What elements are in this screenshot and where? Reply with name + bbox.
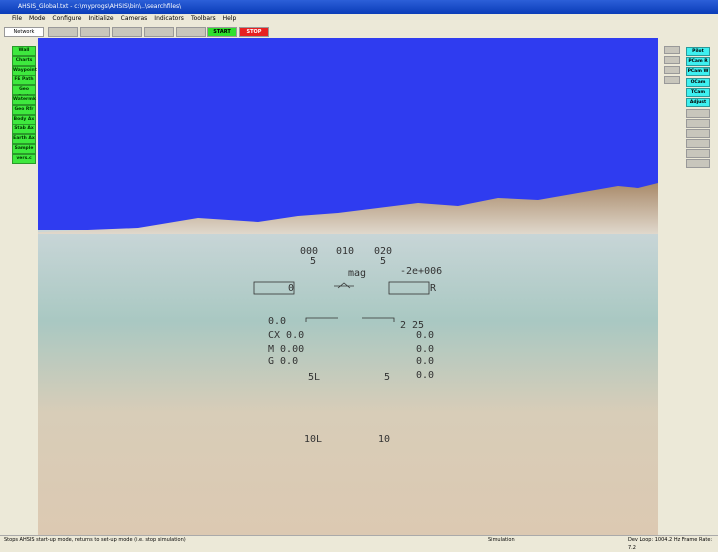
viewport: 000 010 020 5 5 mag -2e+006 0 R 0.0 CX 0…	[38, 38, 658, 535]
heading: 000	[300, 246, 318, 257]
right-blank-button[interactable]	[686, 139, 710, 148]
right-blank-button[interactable]	[686, 149, 710, 158]
menu-item[interactable]: Cameras	[120, 15, 148, 22]
right-button[interactable]: OCam	[686, 77, 710, 87]
pitch-label: 10L	[304, 434, 322, 445]
left-button[interactable]: Waypoint	[12, 65, 37, 76]
hud: 000 010 020 5 5 mag -2e+006 0 R 0.0 CX 0…	[268, 246, 442, 445]
left-button[interactable]: Stab Ax	[12, 124, 36, 135]
hud-right: 0.0	[416, 344, 434, 355]
tab[interactable]: Network	[4, 27, 44, 37]
small-button[interactable]	[664, 56, 680, 64]
right-button[interactable]: PCam R	[686, 57, 710, 67]
heading: 010	[336, 246, 354, 257]
hud-right: 0.0	[416, 370, 434, 381]
left-button[interactable]: Sample	[12, 144, 36, 154]
pitch-label: 10	[378, 434, 390, 445]
title-bar: AHSIS_Global.txt - c:\myprogs\AHSIS\bin\…	[0, 0, 718, 14]
left-button[interactable]: Geo Rfr	[12, 104, 36, 115]
left-button[interactable]: FE Path	[12, 75, 36, 86]
right-blank-button[interactable]	[686, 159, 710, 168]
menu-item[interactable]: Indicators	[154, 15, 184, 22]
tool-button[interactable]	[112, 27, 142, 37]
right-blank-button[interactable]	[686, 119, 710, 128]
hud-right: 0.0	[416, 356, 434, 367]
small-button[interactable]	[664, 66, 680, 74]
status-message: Stops AHSIS start-up mode, returns to se…	[4, 537, 186, 543]
mountains	[38, 183, 658, 234]
left-button[interactable]: Body Ax	[12, 114, 36, 125]
menu-item[interactable]: File	[12, 15, 23, 22]
small-button[interactable]	[664, 46, 680, 54]
tool-button[interactable]	[80, 27, 110, 37]
tool-button[interactable]	[176, 27, 206, 37]
heading: 020	[374, 246, 392, 257]
hud-right: 0.0	[416, 330, 434, 341]
tool-button[interactable]	[48, 27, 78, 37]
pitch-label: 5L	[308, 372, 320, 383]
right-button[interactable]: Adjust	[686, 98, 710, 107]
status-rates: Dev Loop: 1004.2 Hz Frame Rate: 7.2	[628, 537, 713, 551]
small-button[interactable]	[664, 76, 680, 84]
right-box: R	[430, 283, 437, 294]
hud-lines	[253, 281, 430, 322]
menu-item[interactable]: Initialize	[88, 15, 114, 22]
right-button[interactable]: PCam W	[686, 67, 710, 77]
hud-left: G 0.0	[268, 356, 298, 367]
toolbar: Network START STOP	[0, 24, 718, 38]
mag: mag	[348, 268, 366, 279]
menu-item[interactable]: Toolbars	[190, 15, 216, 22]
stop-button[interactable]: STOP	[239, 27, 269, 37]
hud-left: M 0.00	[268, 344, 304, 355]
ground	[38, 230, 658, 535]
status-mode: Simulation	[488, 537, 515, 543]
menu-bar: File Mode Configure Initialize Cameras Indica…	[0, 14, 718, 24]
right-blank-button[interactable]	[686, 109, 710, 118]
menu-item[interactable]: Configure	[52, 15, 82, 22]
tool-button[interactable]	[144, 27, 174, 37]
start-button[interactable]: START	[207, 27, 237, 37]
left-button[interactable]: vers.c	[12, 153, 36, 164]
menu-item[interactable]: Mode	[29, 15, 46, 22]
left-button[interactable]: Watermk	[12, 95, 36, 105]
right-blank-button[interactable]	[686, 129, 710, 138]
left-box: 0	[288, 283, 294, 294]
right-button[interactable]: TCam	[686, 87, 710, 97]
left-button[interactable]: Earth Ax	[12, 134, 36, 145]
left-button[interactable]: Charts	[12, 55, 36, 66]
pitch-label: 5	[384, 372, 390, 383]
right-button[interactable]: Pilot	[686, 47, 710, 56]
heading-sub: 5	[380, 256, 386, 267]
readout: -2e+006	[400, 266, 442, 277]
left-button[interactable]: Geo Path	[12, 85, 36, 100]
hud-left: 0.0	[268, 316, 286, 327]
left-button[interactable]: Wall	[12, 46, 36, 56]
hud-left: CX 0.0	[268, 330, 304, 341]
heading-sub: 5	[310, 256, 316, 267]
hud-right: 2 25	[400, 320, 424, 331]
menu-item[interactable]: Help	[222, 15, 237, 22]
